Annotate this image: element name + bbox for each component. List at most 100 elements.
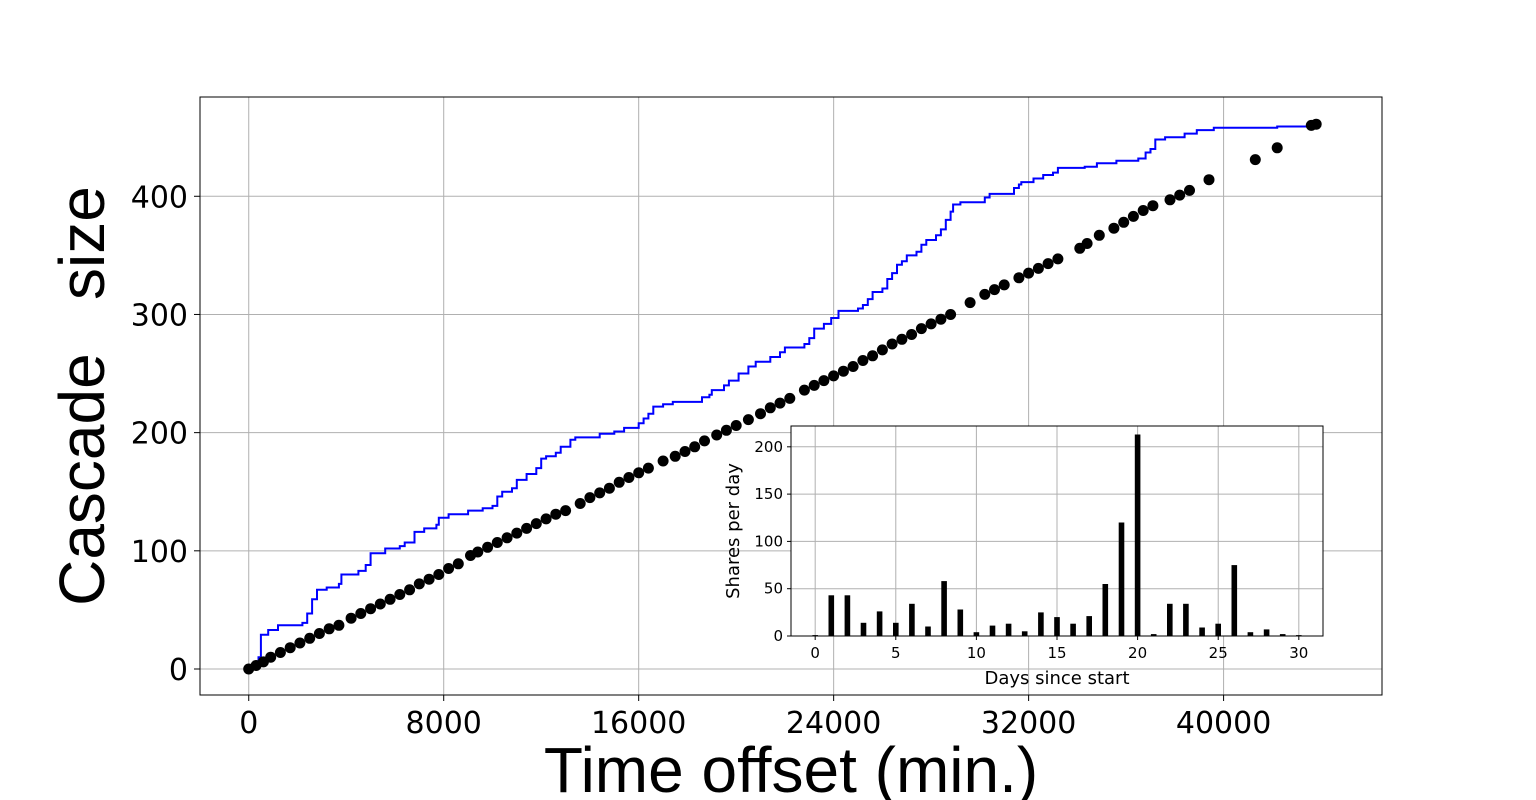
cascade-point <box>623 472 635 483</box>
main-y-tick-label: 300 <box>131 298 188 333</box>
inset-x-tick-label: 5 <box>891 644 901 662</box>
cascade-point <box>857 355 869 366</box>
inset-y-tick-labels: 0 50 100 150 200 <box>754 438 791 645</box>
cascade-point <box>679 446 691 457</box>
cascade-points-series <box>243 118 1322 675</box>
cascade-point <box>699 435 710 447</box>
cascade-point <box>613 476 625 488</box>
inset-bar <box>1021 631 1028 636</box>
cascade-point <box>818 375 830 387</box>
inset-y-tick-label: 50 <box>764 580 783 598</box>
inset-x-axis-label: Days since start <box>984 668 1129 689</box>
cascade-point <box>501 532 513 544</box>
cascade-point <box>906 329 918 340</box>
inset-bar <box>1005 623 1012 636</box>
cascade-point <box>394 589 406 600</box>
inset-bar <box>1215 623 1221 636</box>
main-x-tick-label: 32000 <box>981 706 1076 741</box>
main-x-tick-label: 24000 <box>786 706 881 741</box>
inset-x-tick-label: 25 <box>1209 644 1228 662</box>
cascade-point <box>1164 194 1176 206</box>
main-y-tick-label: 400 <box>131 180 188 215</box>
cascade-point <box>265 651 277 663</box>
cascade-point <box>574 498 586 509</box>
cascade-point <box>925 318 937 330</box>
cascade-point <box>847 361 859 372</box>
main-x-tick-label: 16000 <box>591 706 686 741</box>
cascade-point <box>711 429 723 441</box>
inset-bar <box>828 595 835 636</box>
main-x-axis-label: Time offset (min.) <box>544 734 1038 800</box>
inset-bar <box>1134 434 1141 636</box>
cascade-point <box>742 414 754 426</box>
inset-bar <box>989 625 996 636</box>
inset-bar <box>876 611 883 636</box>
cascade-point <box>828 370 840 382</box>
main-x-tick-label: 0 <box>239 706 258 741</box>
inset-bar <box>860 622 867 636</box>
cascade-point <box>304 632 316 644</box>
cascade-point <box>511 527 523 539</box>
cascade-point <box>876 344 888 356</box>
main-y-tick-label: 0 <box>169 653 188 688</box>
cascade-point <box>540 513 552 525</box>
inset-bar <box>844 595 851 636</box>
cascade-point <box>915 323 927 335</box>
inset-bar <box>1183 603 1189 636</box>
main-y-axis-label: Cascade size <box>46 186 118 606</box>
cascade-point <box>979 288 991 300</box>
cascade-point <box>1052 253 1064 265</box>
cascade-line-series <box>248 125 1318 670</box>
inset-y-tick-label: 100 <box>754 532 783 550</box>
cascade-point <box>1137 205 1149 216</box>
inset-bar <box>1199 627 1205 636</box>
cascade-point <box>1013 272 1025 284</box>
cascade-point <box>323 623 335 635</box>
cascade-line <box>248 125 1318 670</box>
inset-bar <box>1167 603 1173 636</box>
inset-bar <box>1038 612 1044 636</box>
cascade-point <box>730 420 742 431</box>
inset-y-tick-label: 200 <box>754 438 783 456</box>
cascade-point <box>404 584 416 596</box>
cascade-point <box>274 647 286 658</box>
inset-y-axis-label: Shares per day <box>723 463 744 599</box>
cascade-point <box>867 350 879 362</box>
cascade-point <box>633 467 645 479</box>
cascade-point <box>1174 189 1186 201</box>
cascade-point <box>313 628 325 639</box>
cascade-point <box>294 637 306 649</box>
cascade-point <box>764 402 776 414</box>
inset-bar <box>925 626 931 636</box>
cascade-point <box>443 563 455 574</box>
cascade-point <box>1108 222 1120 234</box>
cascade-point <box>945 309 957 320</box>
cascade-point <box>333 619 345 631</box>
cascade-point <box>1203 174 1215 186</box>
inset-x-tick-label: 30 <box>1289 644 1308 662</box>
cascade-point <box>482 541 494 553</box>
inset-bar <box>1231 565 1238 636</box>
inset-y-tick-label: 0 <box>773 627 783 645</box>
inset-bar <box>957 609 964 636</box>
cascade-point <box>1310 118 1322 130</box>
inset-chart: 0 5 10 15 20 25 30 0 50 100 150 200 Days since sta… <box>723 425 1324 689</box>
cascade-point <box>755 408 766 420</box>
cascade-point <box>774 397 786 409</box>
cascade-point <box>491 537 503 548</box>
main-y-tick-labels: 0 100 200 300 400 <box>131 180 200 688</box>
cascade-point <box>423 573 435 585</box>
cascade-point <box>886 338 898 350</box>
inset-x-tick-label: 0 <box>810 644 820 662</box>
cascade-point <box>1081 238 1093 249</box>
inset-bar <box>909 603 915 636</box>
main-chart: 0 8000 16000 24000 32000 40000 0100200300400 … <box>46 96 1383 800</box>
cascade-point <box>530 518 542 530</box>
cascade-point <box>720 424 732 436</box>
inset-bar <box>1054 617 1060 636</box>
cascade-point <box>1042 258 1054 270</box>
inset-bar <box>973 632 980 636</box>
inset-bar <box>1086 616 1092 636</box>
cascade-point <box>1032 262 1044 274</box>
